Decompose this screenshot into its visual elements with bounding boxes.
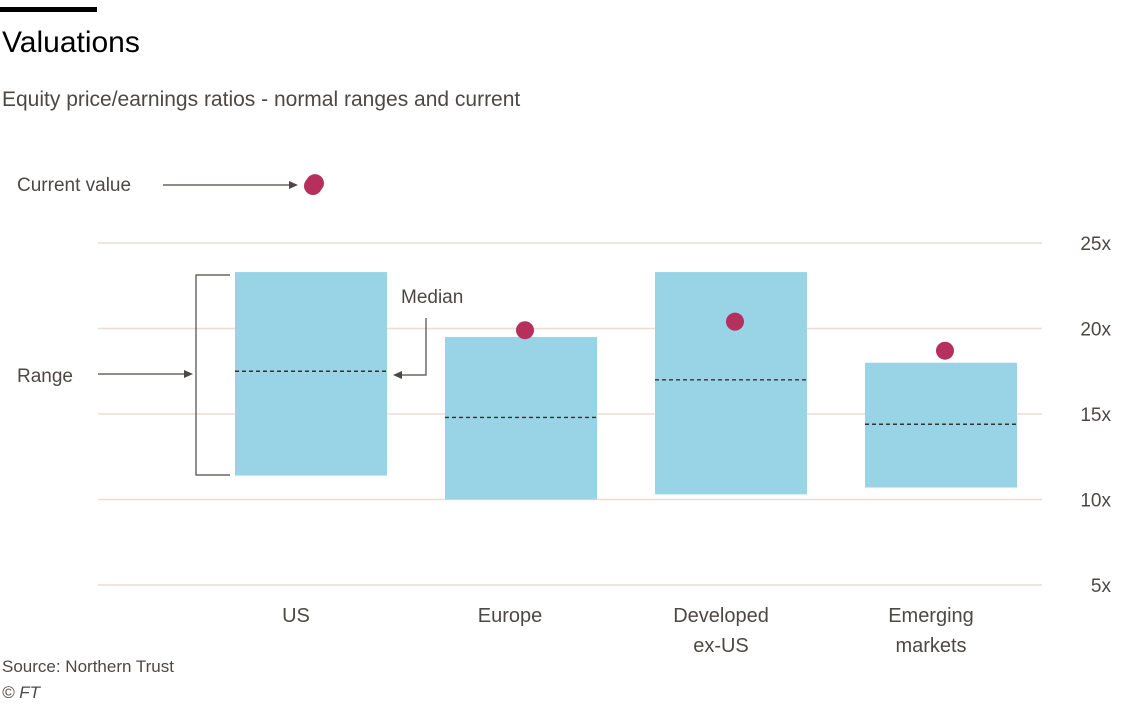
x-category-label: Emerging markets	[888, 605, 974, 657]
annotation-current-value-label: Current value	[17, 175, 131, 196]
current-value-dots	[306, 174, 954, 360]
y-axis-tick-labels: 5x 10x 15x 20x 25x	[1080, 234, 1111, 597]
median-lines	[235, 370, 1017, 425]
range-bar	[655, 272, 807, 495]
annotation-range-label: Range	[17, 366, 73, 387]
annotation-current-value-arrowhead-icon	[289, 181, 298, 189]
current-value-dot	[516, 321, 534, 340]
annotation-range-arrowhead-icon	[184, 370, 193, 378]
chart-title: Valuations	[2, 26, 140, 59]
current-value-dot	[936, 341, 954, 360]
range-bar	[445, 337, 597, 500]
y-tick-label: 25x	[1080, 234, 1111, 255]
range-bars	[235, 272, 1017, 500]
annotation-median-arrow	[402, 318, 427, 376]
copyright-note: © FT	[2, 683, 41, 702]
annotation-median-label: Median	[401, 287, 463, 308]
header-accent-bar	[0, 7, 97, 12]
y-tick-label: 15x	[1080, 405, 1111, 426]
x-category-label: Europe	[478, 605, 543, 627]
y-tick-label: 10x	[1080, 491, 1111, 512]
range-bar	[235, 272, 387, 476]
y-tick-label: 20x	[1080, 320, 1111, 341]
y-tick-label: 5x	[1091, 576, 1112, 597]
x-category-label: Developed ex-US	[673, 605, 769, 657]
chart-subtitle: Equity price/earnings ratios - normal ra…	[2, 88, 521, 111]
source-note: Source: Northern Trust	[2, 657, 174, 676]
annotation-median-arrowhead-icon	[393, 371, 402, 379]
annotation-range-bracket	[195, 274, 230, 476]
current-value-dot	[726, 312, 744, 331]
range-bar	[865, 362, 1017, 488]
x-axis-category-labels: US Europe Developed ex-US Emerging markets	[282, 605, 974, 657]
x-category-label: US	[282, 605, 310, 627]
annotation-current-value-dot	[304, 177, 322, 195]
